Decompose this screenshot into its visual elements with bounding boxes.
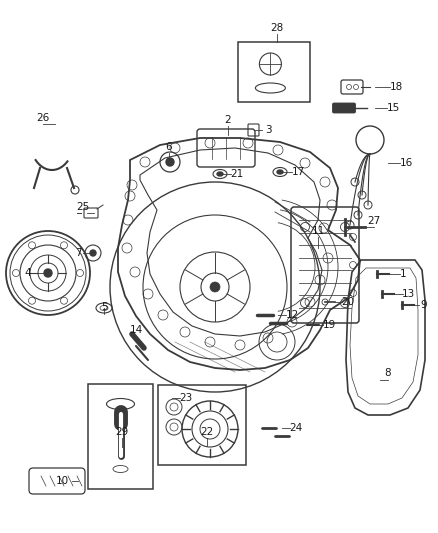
Text: 23: 23 <box>180 393 193 403</box>
Text: 17: 17 <box>291 167 304 177</box>
Text: 29: 29 <box>115 427 129 437</box>
Text: 2: 2 <box>225 115 231 125</box>
Ellipse shape <box>217 172 223 176</box>
FancyBboxPatch shape <box>332 103 356 113</box>
Text: 1: 1 <box>400 269 406 279</box>
Text: 20: 20 <box>342 297 355 307</box>
Text: 6: 6 <box>166 142 172 152</box>
Text: 8: 8 <box>385 368 391 378</box>
Text: 10: 10 <box>56 476 69 486</box>
Text: 22: 22 <box>200 427 214 437</box>
Text: 4: 4 <box>25 268 31 278</box>
Bar <box>158 385 246 465</box>
Text: 12: 12 <box>286 310 299 320</box>
Text: 14: 14 <box>129 325 143 335</box>
Text: 11: 11 <box>311 226 325 236</box>
Text: 27: 27 <box>367 216 381 226</box>
Text: 13: 13 <box>401 289 415 299</box>
Text: 16: 16 <box>399 158 413 168</box>
Circle shape <box>44 269 52 277</box>
Text: 25: 25 <box>76 202 90 212</box>
Text: 18: 18 <box>389 82 403 92</box>
Text: 28: 28 <box>270 23 284 33</box>
Circle shape <box>166 158 174 166</box>
Text: 15: 15 <box>386 103 399 113</box>
Text: 21: 21 <box>230 169 244 179</box>
Bar <box>88 384 153 489</box>
Text: 9: 9 <box>420 300 427 310</box>
Text: 24: 24 <box>290 423 303 433</box>
Ellipse shape <box>277 170 283 174</box>
Text: 26: 26 <box>36 113 49 123</box>
Circle shape <box>90 250 96 256</box>
Circle shape <box>210 282 220 292</box>
Text: 3: 3 <box>265 125 271 135</box>
Text: 19: 19 <box>322 320 336 330</box>
Bar <box>238 42 310 102</box>
Text: 7: 7 <box>75 248 81 258</box>
Text: 5: 5 <box>101 302 107 312</box>
